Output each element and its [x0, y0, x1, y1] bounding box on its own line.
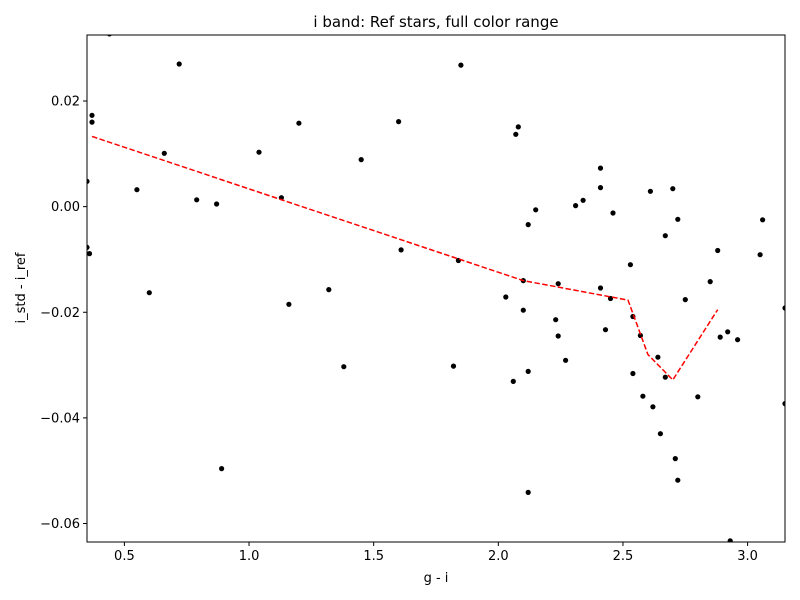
y-tick-label: 0.00 [51, 200, 80, 215]
data-point [650, 404, 656, 410]
data-point [256, 149, 262, 155]
data-point [326, 287, 332, 293]
data-point [396, 119, 402, 125]
data-point [555, 281, 561, 287]
data-point [87, 244, 90, 250]
data-point [670, 186, 676, 192]
data-point [87, 178, 90, 184]
y-tick-label: 0.02 [51, 95, 80, 110]
data-point [146, 290, 152, 296]
data-point [597, 285, 604, 291]
data-point [657, 431, 664, 437]
data-point [672, 456, 678, 462]
data-point [707, 279, 713, 285]
data-point [341, 364, 347, 370]
data-point [553, 317, 559, 323]
fit-line [91, 135, 719, 382]
data-point [597, 165, 604, 171]
data-point [398, 247, 404, 253]
data-point [695, 394, 701, 400]
data-point [450, 363, 457, 369]
data-point [458, 62, 464, 68]
x-tick-label: 3.0 [737, 549, 758, 564]
data-point [503, 294, 509, 300]
data-point [286, 301, 292, 307]
data-point [563, 357, 569, 363]
data-point [87, 251, 93, 257]
data-point [662, 374, 668, 380]
data-point [682, 297, 688, 303]
data-point [89, 112, 95, 118]
data-point [662, 233, 668, 239]
plot-frame [86, 34, 786, 543]
data-point [134, 187, 140, 193]
data-point [525, 368, 531, 374]
data-point [715, 247, 721, 254]
data-point [735, 337, 741, 343]
data-point [533, 207, 539, 213]
data-point [520, 307, 526, 313]
data-point [513, 131, 519, 137]
x-axis-label: g - i [424, 571, 449, 586]
data-point [727, 538, 733, 542]
x-axis: 0.5 1.0 1.5 2.0 2.5 3.0 [114, 542, 758, 564]
data-point [675, 477, 681, 483]
x-tick-label: 1.5 [363, 549, 384, 564]
y-tick-label: −0.02 [40, 306, 80, 321]
data-point [655, 354, 661, 360]
data-point [782, 305, 785, 311]
data-point [717, 334, 723, 340]
data-point [675, 216, 681, 222]
y-tick-label: −0.06 [40, 517, 80, 532]
data-point [630, 370, 636, 377]
data-point [782, 401, 785, 407]
data-point [757, 252, 763, 258]
data-point [510, 378, 516, 384]
data-point [627, 262, 634, 268]
data-point [597, 185, 604, 191]
y-tick-label: −0.04 [40, 411, 80, 426]
data-point [580, 197, 586, 203]
data-point [161, 150, 167, 156]
data-point [194, 197, 200, 203]
x-tick-label: 0.5 [114, 549, 135, 564]
data-point [515, 124, 521, 130]
chart-title: i band: Ref stars, full color range [313, 13, 558, 31]
data-point [573, 203, 579, 209]
data-point [555, 333, 561, 339]
data-point [358, 157, 364, 163]
y-axis: 0.02 0.00 −0.02 −0.04 −0.06 [40, 95, 87, 532]
data-point [107, 35, 112, 37]
data-point [725, 329, 731, 335]
data-point [760, 217, 766, 223]
x-tick-label: 1.0 [239, 549, 260, 564]
data-point [89, 119, 95, 125]
data-point [296, 120, 302, 126]
y-axis-label: i_std - i_ref [14, 252, 29, 323]
data-point [525, 222, 531, 228]
data-point [214, 201, 220, 207]
data-point [640, 393, 646, 399]
series-layer [87, 35, 785, 542]
x-tick-label: 2.5 [613, 549, 634, 564]
data-point [610, 210, 616, 216]
data-point [647, 188, 654, 194]
data-point [176, 61, 182, 67]
data-point [525, 489, 531, 495]
data-point [219, 466, 225, 472]
x-tick-label: 2.0 [488, 549, 509, 564]
data-point [602, 327, 609, 333]
